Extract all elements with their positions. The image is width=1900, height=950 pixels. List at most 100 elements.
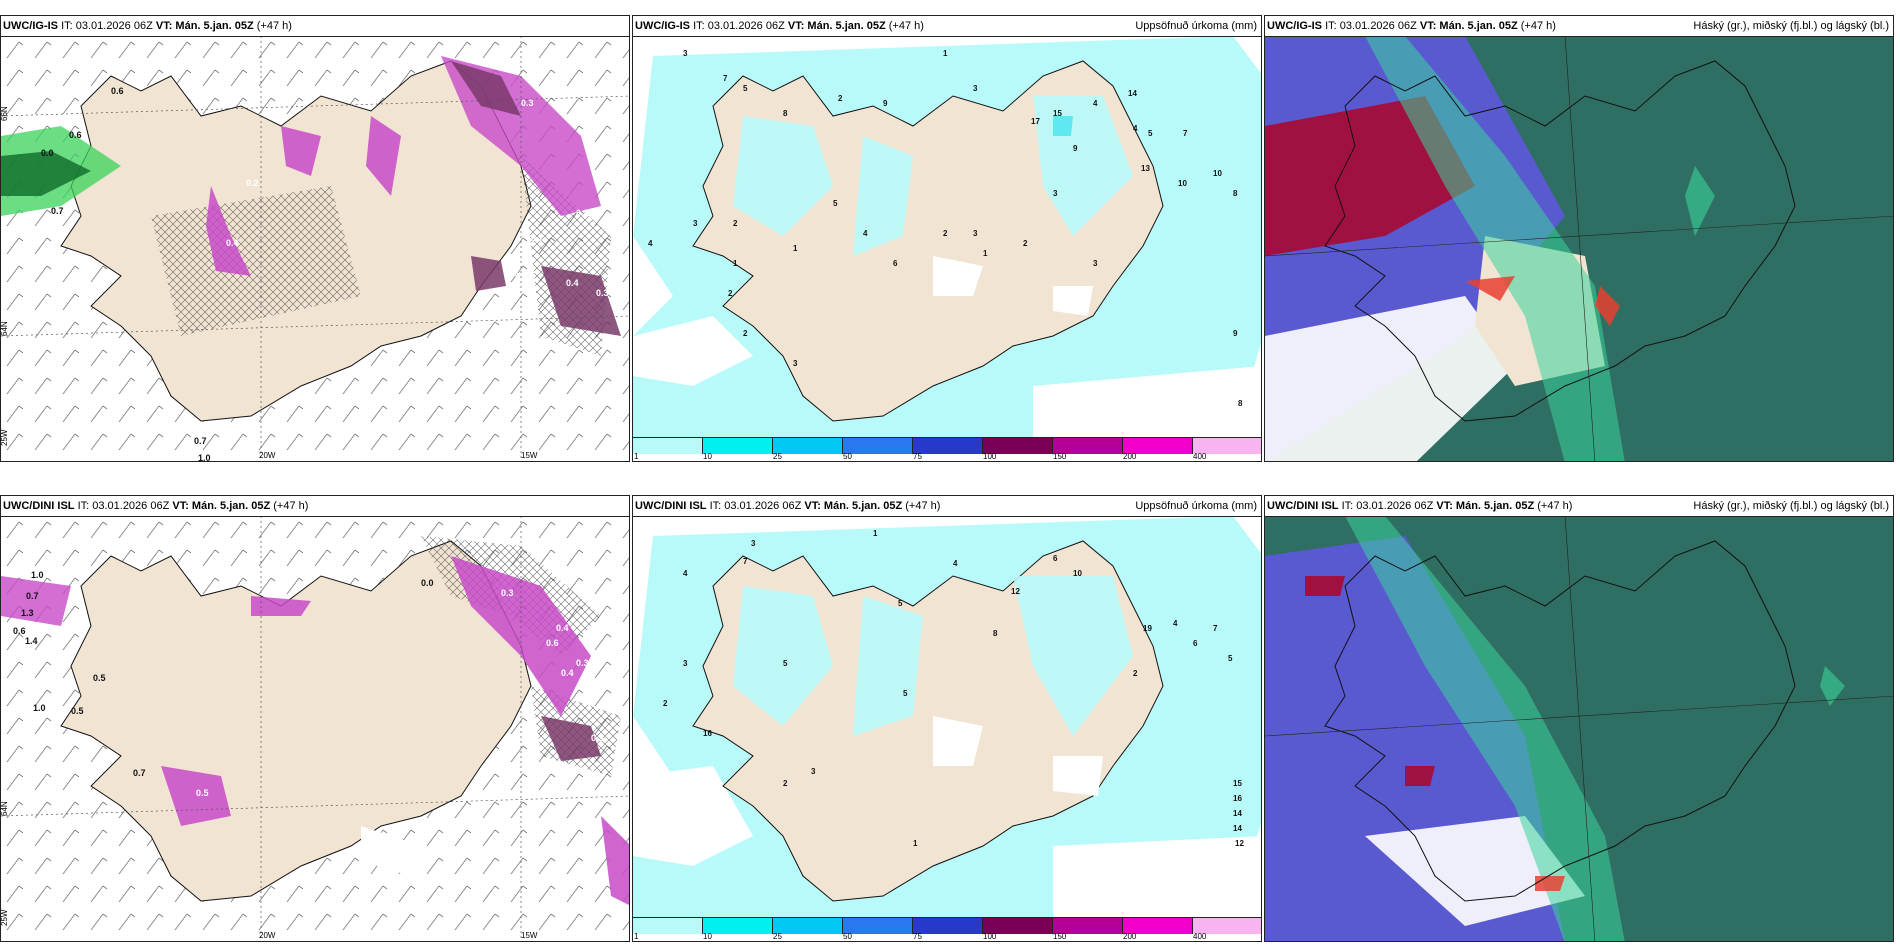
value-label: 4: [1093, 99, 1098, 108]
panel-title-right: Háský (gr.), miðský (fj.bl.) og lágský (…: [1693, 500, 1889, 512]
value-label: 9: [1233, 329, 1238, 338]
value-label: 16: [1233, 794, 1242, 803]
panel-ig-is-precip: UWC/IG-IS IT: 03.01.2026 06Z VT: Mán. 5.…: [632, 15, 1262, 462]
value-label: 1.0: [31, 570, 44, 580]
value-label: 3: [973, 84, 978, 93]
value-label: 2: [838, 94, 843, 103]
value-label: 2: [728, 289, 733, 298]
scale-swatch: [1193, 918, 1261, 934]
map-accumulated-precip: 3 4 7 1 6 10 4 5 12 8 16 5 3 2 19 6 5 4 …: [633, 516, 1261, 920]
scale-label: 100: [983, 452, 997, 461]
value-label: 4: [953, 559, 958, 568]
value-label: 14: [1233, 824, 1242, 833]
value-label: 3: [751, 539, 756, 548]
value-label: 2: [743, 329, 748, 338]
scale-swatch: [983, 918, 1053, 934]
value-label: 0.3: [506, 268, 519, 278]
scale-swatch: [983, 438, 1053, 454]
value-label: 2: [783, 779, 788, 788]
scale-swatch: [703, 438, 773, 454]
map-wind-snow: 20W 15W 64N 25W 1.0 0.7 1.3 0.6 1.4 0.5 …: [1, 516, 629, 941]
panel-header: UWC/IG-IS IT: 03.01.2026 06Z VT: Mán. 5.…: [633, 16, 1261, 37]
map-cloud-cover: [1265, 516, 1893, 941]
value-label: 0.7: [194, 436, 207, 446]
scale-label: 50: [843, 452, 852, 461]
value-label: 5: [1228, 654, 1233, 663]
scale-swatch: [773, 918, 843, 934]
value-label: 5: [743, 84, 748, 93]
iceland-coastline: [1324, 60, 1796, 422]
value-label: 3: [793, 359, 798, 368]
value-label: 5: [898, 599, 903, 608]
scale-label: 10: [703, 932, 712, 941]
panel-title-right: Uppsöfnuð úrkoma (mm): [1135, 500, 1257, 512]
scale-label: 75: [913, 932, 922, 941]
panel-title-right: Háský (gr.), miðský (fj.bl.) og lágský (…: [1693, 20, 1889, 32]
value-label: 4: [1173, 619, 1178, 628]
value-label: 8: [1233, 189, 1238, 198]
value-label: 0.7: [531, 233, 544, 243]
value-label: 4: [648, 239, 653, 248]
lat-label-66n: 66N: [1, 106, 9, 121]
value-label: 1: [733, 259, 738, 268]
value-label: 1.0: [33, 703, 46, 713]
scale-swatch: [703, 918, 773, 934]
value-label: 0.0: [41, 148, 54, 158]
value-label: 3: [683, 659, 688, 668]
value-label: 0.3: [591, 733, 604, 743]
value-label: 9: [883, 99, 888, 108]
scale-swatch: [1193, 438, 1261, 454]
scale-label: 25: [773, 932, 782, 941]
value-label: 0.7: [26, 591, 39, 601]
value-label: 5: [783, 659, 788, 668]
scale-swatch: [913, 918, 983, 934]
panel-dini-precip: UWC/DINI ISL IT: 03.01.2026 06Z VT: Mán.…: [632, 495, 1262, 942]
value-label: 0.4: [566, 278, 579, 288]
value-label: 8: [1238, 399, 1243, 408]
panel-dini-wind: UWC/DINI ISL IT: 03.01.2026 06Z VT: Mán.…: [0, 495, 630, 942]
value-label: 2: [663, 699, 668, 708]
value-label: 2: [1133, 669, 1138, 678]
value-label: 7: [1183, 129, 1188, 138]
value-label: 1.4: [25, 636, 38, 646]
value-label: 7: [743, 557, 748, 566]
scale-swatch: [1123, 438, 1193, 454]
panel-dini-clouds: UWC/DINI ISL IT: 03.01.2026 06Z VT: Mán.…: [1264, 495, 1894, 942]
value-label: 1.3: [21, 608, 34, 618]
lon-label-25w: 25W: [1, 909, 9, 926]
value-label: 0.7: [133, 768, 146, 778]
value-label: 0.6: [111, 86, 124, 96]
lon-label-20w: 20W: [259, 451, 276, 460]
value-label: 0.6: [13, 626, 26, 636]
lon-label-20w: 20W: [259, 931, 276, 940]
value-label: 0.3: [576, 658, 589, 668]
value-label: 17: [1031, 117, 1040, 126]
scale-label: 150: [1053, 932, 1067, 941]
scale-label: 75: [913, 452, 922, 461]
scale-swatch: [1123, 918, 1193, 934]
value-label: 7: [723, 74, 728, 83]
value-label: 6: [893, 259, 898, 268]
value-label: 9: [1073, 144, 1078, 153]
scale-label: 50: [843, 932, 852, 941]
scale-swatch: [913, 438, 983, 454]
value-label: 12: [1011, 587, 1020, 596]
value-label: 5: [1148, 129, 1153, 138]
value-label: 3: [811, 767, 816, 776]
scale-label: 1: [634, 932, 639, 941]
value-label: 8: [993, 629, 998, 638]
scale-label: 1: [634, 452, 639, 461]
scale-swatch: [1053, 918, 1123, 934]
value-label: 0.3: [576, 208, 589, 218]
value-label: 0.4: [561, 668, 574, 678]
map-accumulated-precip: 3 1 5 2 9 7 8 4 3 15 17 14 7 9 5 4 13 10…: [633, 36, 1261, 440]
value-label: 0.5: [71, 706, 84, 716]
scale-swatch: [773, 438, 843, 454]
value-label: 10: [1178, 179, 1187, 188]
value-label: 15: [1053, 109, 1062, 118]
panel-ig-is-wind: UWC/IG-IS IT: 03.01.2026 06Z VT: Mán. 5.…: [0, 15, 630, 462]
value-label: 0.3: [501, 588, 514, 598]
value-label: 3: [683, 49, 688, 58]
panel-header: UWC/DINI ISL IT: 03.01.2026 06Z VT: Mán.…: [633, 496, 1261, 517]
value-label: 0.6: [69, 130, 82, 140]
